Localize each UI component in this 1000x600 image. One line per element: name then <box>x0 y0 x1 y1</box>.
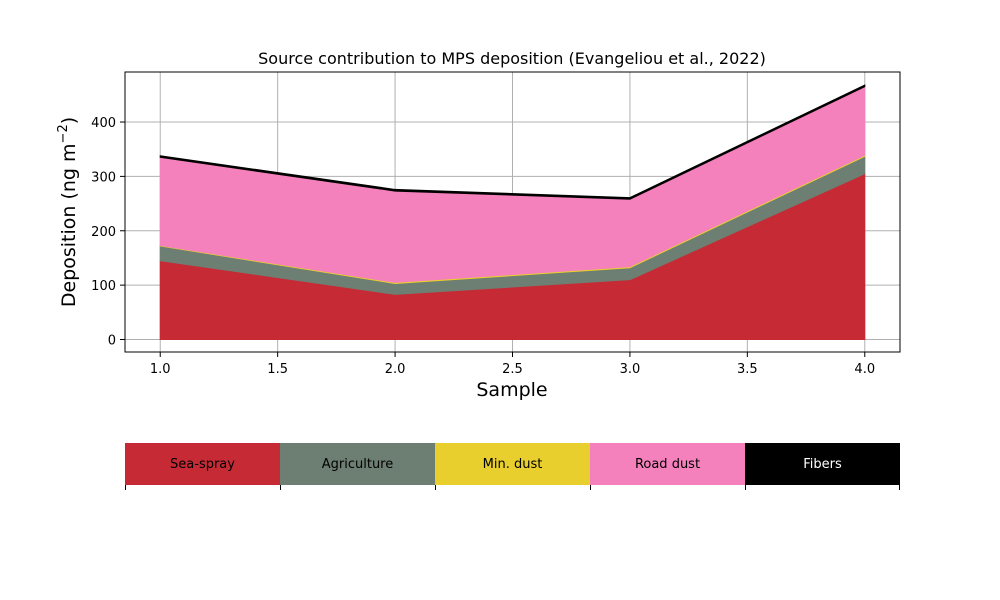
legend-item-sea-spray: Sea-spray <box>125 443 280 485</box>
axis-ticks: 1.0 1.5 2.0 2.5 3.0 3.5 4.0 0 100 200 300 400 <box>91 116 875 377</box>
legend-tick-mark <box>590 485 591 490</box>
y-axis-label: Deposition (ng m−2) <box>56 117 80 307</box>
legend-item-label: Min. dust <box>482 456 543 472</box>
legend-item-label: Road dust <box>634 456 701 472</box>
y-axis-label-text: Deposition (ng m <box>58 143 80 307</box>
legend-tick-mark <box>899 485 900 490</box>
x-tick-label: 3.5 <box>737 362 758 377</box>
y-tick-label: 0 <box>108 333 116 348</box>
legend-item-label: Fibers <box>803 456 842 472</box>
area-fibers <box>159 84 866 200</box>
legend-item-label: Sea-spray <box>170 456 235 472</box>
legend-colorbar: Sea-spray Agriculture Min. dust Road dust Fi… <box>125 443 900 485</box>
legend-item-min-dust: Min. dust <box>435 443 590 485</box>
legend-tick-mark <box>745 485 746 490</box>
x-axis-label: Sample <box>476 379 547 401</box>
y-tick-label: 100 <box>91 279 116 294</box>
x-tick-label: 2.5 <box>502 362 523 377</box>
legend-tick-mark <box>280 485 281 490</box>
stacked-areas <box>159 84 866 340</box>
legend-item-road-dust: Road dust <box>590 443 745 485</box>
chart-title: Source contribution to MPS deposition (E… <box>258 49 766 68</box>
y-tick-label: 300 <box>91 170 116 185</box>
y-tick-label: 400 <box>91 116 116 131</box>
x-tick-label: 1.0 <box>150 362 171 377</box>
legend-tick-mark <box>125 485 126 490</box>
y-axis-label-superscript: −2 <box>56 124 71 143</box>
legend-item-agriculture: Agriculture <box>280 443 435 485</box>
y-tick-label: 200 <box>91 225 116 240</box>
legend-item-label: Agriculture <box>321 456 394 472</box>
legend-item-fibers: Fibers <box>745 443 900 485</box>
legend-ticks <box>125 485 900 491</box>
x-tick-label: 4.0 <box>854 362 875 377</box>
legend-tick-mark <box>435 485 436 490</box>
x-tick-label: 2.0 <box>385 362 406 377</box>
y-axis-label-close: ) <box>58 117 80 124</box>
x-tick-label: 1.5 <box>267 362 288 377</box>
x-tick-label: 3.0 <box>620 362 641 377</box>
